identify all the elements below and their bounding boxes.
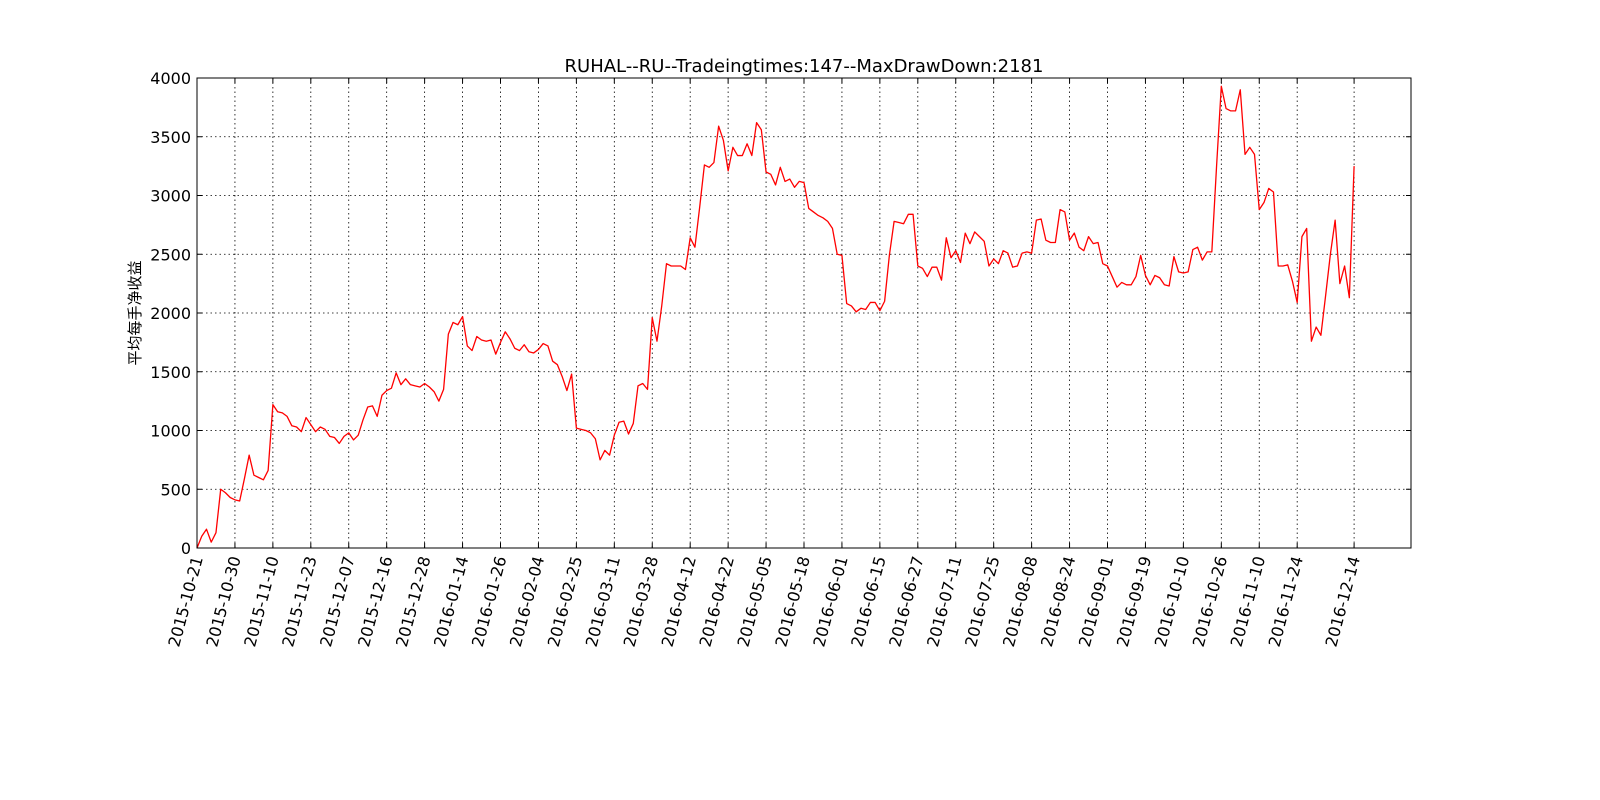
y-tick-label: 2000	[150, 304, 191, 323]
y-tick-label: 2500	[150, 245, 191, 264]
y-tick-label: 1500	[150, 363, 191, 382]
y-axis-label: 平均每手净收益	[126, 260, 144, 365]
chart-title: RUHAL--RU--Tradeingtimes:147--MaxDrawDow…	[565, 56, 1044, 77]
y-tick-label: 500	[160, 480, 191, 499]
line	[196, 85, 1355, 549]
y-tick-label: 3500	[150, 128, 191, 147]
y-tick-label: 4000	[150, 69, 191, 88]
y-tick-label: 3000	[150, 187, 191, 206]
plot-frame	[196, 77, 1412, 549]
y-tick-label: 0	[181, 539, 191, 558]
y-tick-label: 1000	[150, 422, 191, 441]
